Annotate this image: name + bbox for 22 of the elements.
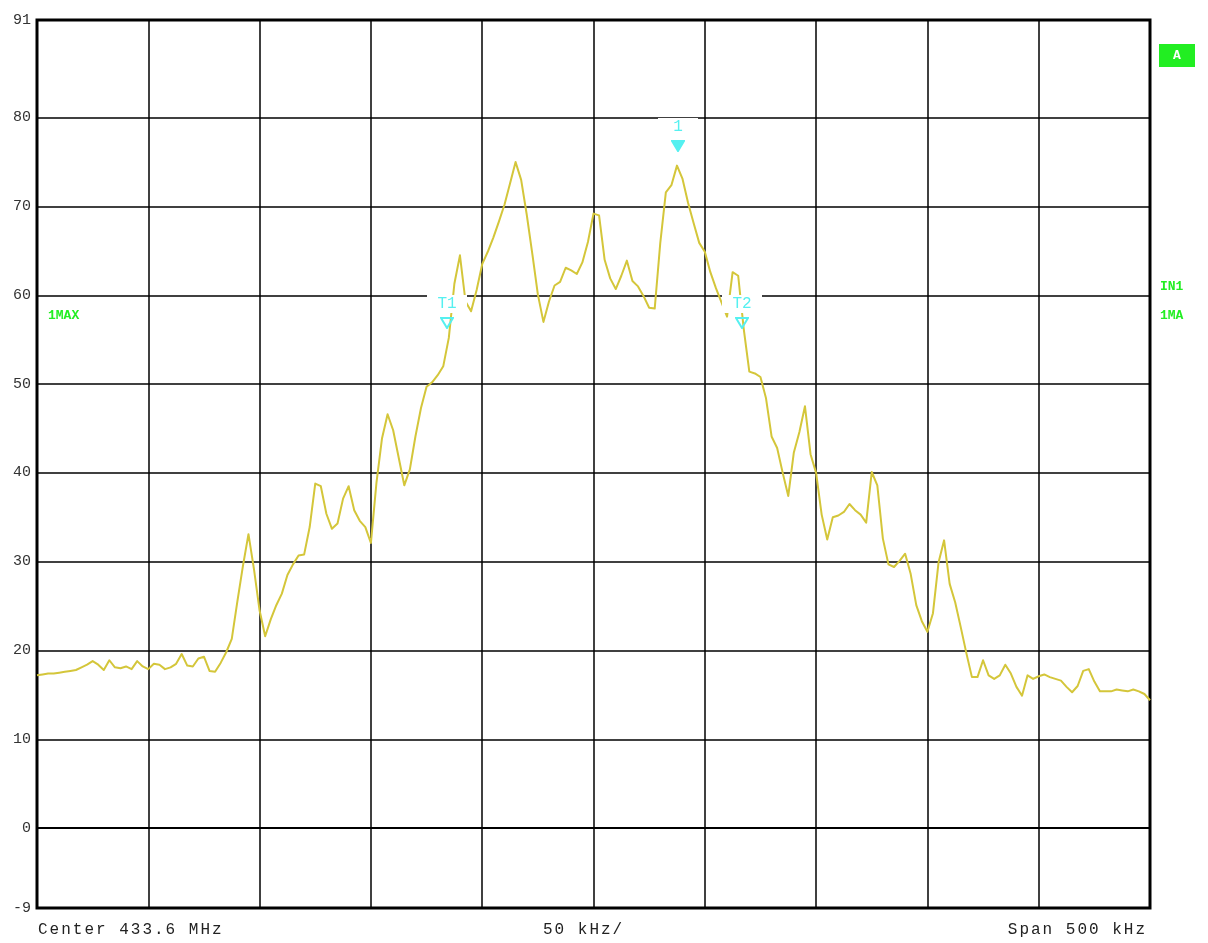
- text: A: [1159, 44, 1195, 67]
- text: Span 500 kHz: [1007, 921, 1147, 939]
- line-series: [36, 161, 1151, 702]
- text: IN1: [1160, 279, 1184, 294]
- y-tick-label: -9: [12, 899, 31, 917]
- text: 50 kHz/: [543, 921, 625, 939]
- y-tick-label: 20: [12, 641, 31, 659]
- y-tick-label: 60: [12, 286, 31, 304]
- annotation: 1MAX: [48, 308, 80, 323]
- y-tick-label: 0: [21, 819, 31, 837]
- y-tick-label: 80: [12, 109, 31, 127]
- annotation: T2: [722, 295, 762, 313]
- text: 1MA: [1160, 308, 1184, 323]
- y-tick-label: 10: [12, 730, 31, 748]
- y-tick-label: 70: [12, 197, 31, 215]
- text: Center 433.6 MHz: [38, 921, 224, 939]
- y-tick-label: 91: [12, 11, 31, 29]
- y-tick-label: 50: [12, 375, 31, 393]
- annotation: 1: [658, 118, 698, 136]
- annotation: T1: [427, 295, 467, 313]
- y-tick-label: 40: [12, 464, 31, 482]
- y-tick-label: 30: [12, 553, 31, 571]
